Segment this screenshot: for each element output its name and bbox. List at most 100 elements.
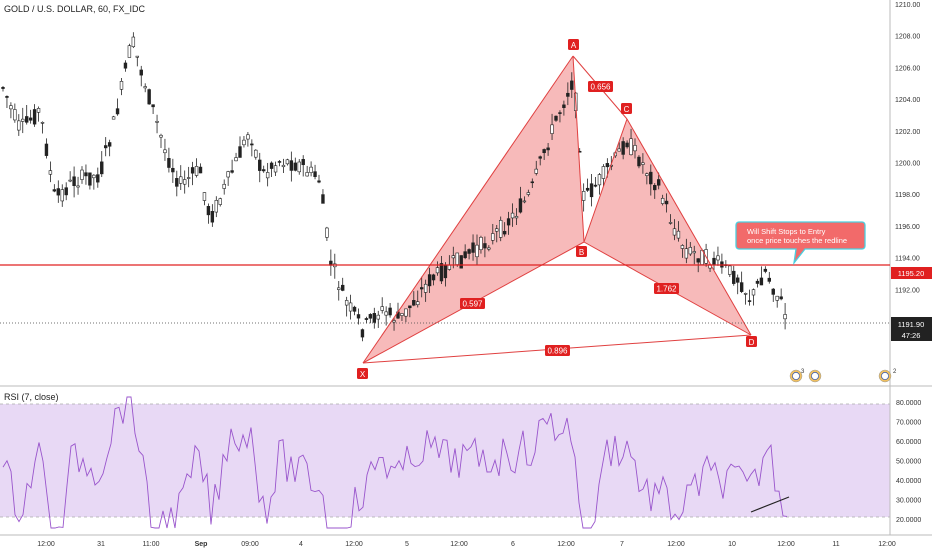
candle bbox=[24, 105, 29, 125]
candle bbox=[534, 160, 538, 176]
point-a-badge bbox=[568, 39, 579, 50]
candle bbox=[597, 172, 602, 195]
candle bbox=[779, 288, 783, 301]
time-tick-label: 12:00 bbox=[37, 541, 55, 548]
price-tick-label: 1192.00 bbox=[895, 287, 920, 294]
candle bbox=[163, 138, 167, 161]
candle bbox=[139, 65, 143, 87]
candle bbox=[72, 166, 76, 198]
rsi-axis[interactable]: 80.0000 70.0000 60.0000 50.0000 40.0000 30.00… bbox=[896, 400, 921, 524]
time-tick-label: Sep bbox=[195, 541, 208, 548]
price-tick-label: 1200.00 bbox=[895, 161, 920, 168]
rsi-divergence-line[interactable] bbox=[750, 496, 790, 513]
rsi-legend[interactable]: RSI (7, close) bbox=[4, 392, 59, 402]
candle bbox=[88, 172, 92, 190]
candle bbox=[585, 178, 590, 192]
candle bbox=[400, 313, 404, 321]
point-x-label: X bbox=[360, 370, 366, 379]
candle bbox=[664, 193, 669, 213]
candle bbox=[36, 106, 41, 122]
time-tick-label: 12:00 bbox=[557, 541, 575, 548]
candle bbox=[475, 234, 479, 265]
time-tick-label: 11 bbox=[832, 541, 839, 548]
price-pane[interactable] bbox=[0, 0, 890, 385]
candle bbox=[17, 114, 21, 136]
candle bbox=[404, 308, 408, 323]
candle bbox=[416, 290, 420, 308]
point-a-label: A bbox=[571, 41, 577, 50]
candle bbox=[309, 161, 313, 177]
candle bbox=[431, 273, 436, 286]
time-tick-label: 6 bbox=[511, 541, 515, 548]
price-tick-label: 1196.00 bbox=[895, 224, 920, 231]
redline-price-label: 1195.20 bbox=[898, 269, 925, 278]
candle bbox=[13, 103, 17, 123]
candle bbox=[123, 60, 128, 72]
ratio-0597-label: 0.597 bbox=[462, 300, 483, 309]
price-tick-label: 1204.00 bbox=[895, 97, 920, 104]
countdown-label: 47:26 bbox=[902, 331, 921, 340]
candle bbox=[364, 316, 369, 324]
candle bbox=[751, 288, 756, 306]
candle bbox=[107, 139, 112, 157]
last-price-tag: 1191.90 47:26 bbox=[891, 317, 932, 341]
candle bbox=[498, 216, 503, 242]
candle bbox=[676, 221, 681, 242]
candle bbox=[115, 98, 120, 116]
event-flag-icon-3[interactable]: 2 bbox=[878, 369, 897, 383]
candle bbox=[392, 318, 396, 331]
candle bbox=[621, 137, 625, 160]
candle bbox=[376, 310, 380, 328]
candle bbox=[321, 189, 325, 204]
candle bbox=[408, 305, 412, 318]
rsi-tick-label: 20.0000 bbox=[896, 517, 921, 524]
candle bbox=[254, 149, 258, 160]
candle bbox=[218, 197, 222, 207]
candle bbox=[285, 158, 290, 166]
callout-note[interactable]: Will Shift Stops to Entry once price tou… bbox=[735, 221, 866, 266]
candle bbox=[151, 104, 155, 115]
candle bbox=[368, 313, 373, 324]
ratio-0896-label: 0.896 bbox=[547, 347, 568, 356]
candle bbox=[419, 276, 424, 298]
candle bbox=[68, 171, 72, 183]
point-a: A bbox=[568, 39, 579, 50]
time-axis[interactable]: 12:00 31 11:00 Sep 09:00 4 12:00 5 12:00 6 12:00 7 1… bbox=[37, 541, 896, 548]
candle bbox=[672, 219, 677, 241]
point-x: X bbox=[357, 368, 368, 379]
candle bbox=[735, 274, 740, 295]
candle bbox=[301, 155, 305, 177]
candle bbox=[273, 161, 278, 177]
candle bbox=[487, 245, 491, 252]
rsi-line bbox=[2, 396, 788, 529]
candle bbox=[175, 170, 179, 197]
candle bbox=[514, 208, 519, 226]
candle bbox=[100, 151, 104, 178]
event-flag-icon-2[interactable] bbox=[808, 369, 822, 383]
candle bbox=[246, 131, 250, 147]
rsi-tick-label: 80.0000 bbox=[896, 400, 921, 407]
candles bbox=[1, 32, 787, 342]
candle bbox=[293, 157, 297, 172]
candle bbox=[668, 214, 673, 225]
candle bbox=[562, 100, 566, 116]
event-flag-icon-1[interactable]: 3 bbox=[789, 369, 805, 383]
candle bbox=[526, 189, 531, 197]
candle bbox=[119, 77, 124, 96]
point-b: B bbox=[576, 246, 587, 257]
time-tick-label: 10 bbox=[728, 541, 736, 548]
symbol-legend[interactable]: GOLD / U.S. DOLLAR, 60, FX_IDC bbox=[4, 4, 146, 14]
candle bbox=[767, 271, 772, 284]
ratio-1762: 1.762 bbox=[654, 283, 679, 294]
candle bbox=[542, 148, 546, 160]
candle bbox=[104, 137, 108, 157]
point-d-badge bbox=[746, 336, 757, 347]
candle bbox=[56, 180, 61, 203]
candle bbox=[435, 261, 440, 276]
candle bbox=[759, 266, 764, 286]
candle bbox=[423, 279, 428, 302]
redline-price-tag: 1195.20 bbox=[891, 267, 932, 279]
rsi-tick-label: 50.0000 bbox=[896, 459, 921, 466]
